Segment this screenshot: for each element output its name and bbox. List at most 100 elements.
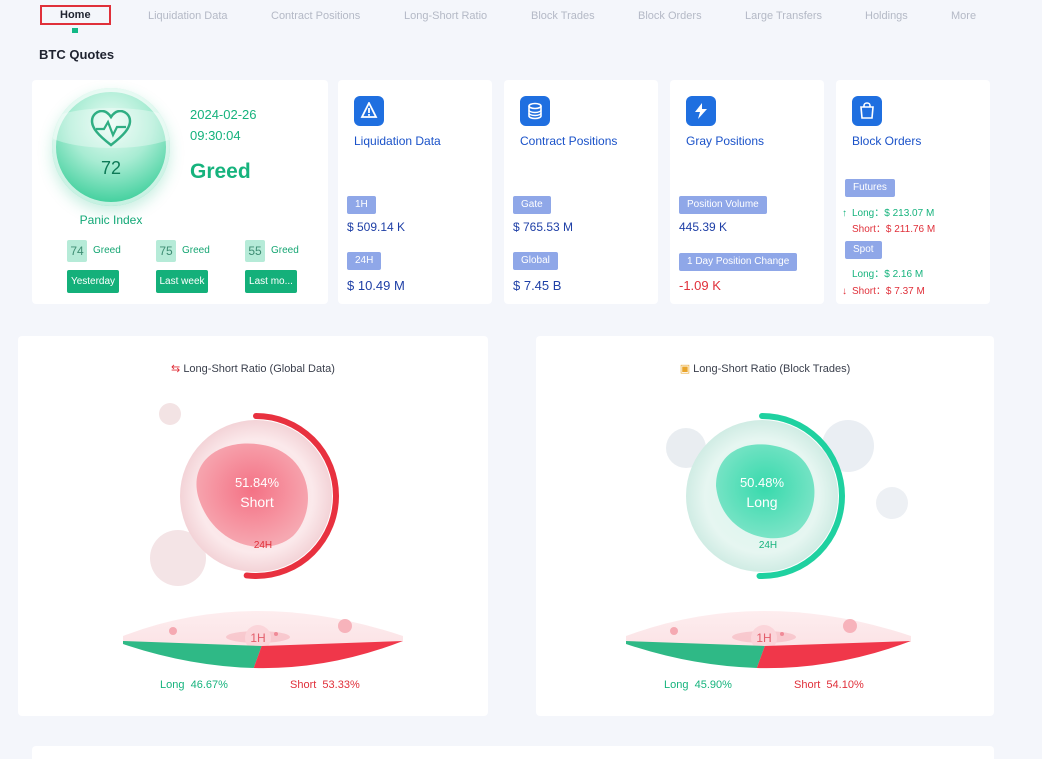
ratio-icon: ⇆ <box>171 363 181 375</box>
futures-long-value: $ 213.07 M <box>884 208 935 219</box>
ratio-block-period: 24H <box>758 540 778 551</box>
last-week-button[interactable]: Last week <box>156 270 208 293</box>
ratio-global-side: Short <box>240 494 274 510</box>
block-orders-card[interactable]: Block Orders Futures ↑ Long：$ 213.07 M Sh… <box>836 80 990 304</box>
next-section-card <box>32 746 994 759</box>
panic-index-gauge: 72 <box>52 88 170 206</box>
nav-contract-positions[interactable]: Contract Positions <box>271 10 361 22</box>
nav-block-trades[interactable]: Block Trades <box>531 10 595 22</box>
exchange-tag-gate: Gate <box>513 196 551 214</box>
card-title: Gray Positions <box>686 134 765 148</box>
ratio-block-short: Short 54.10% <box>794 679 864 691</box>
position-volume-tag: Position Volume <box>679 196 767 214</box>
short-share-bar <box>253 641 403 669</box>
ratio-global-graphic <box>123 403 403 669</box>
short-label: Short <box>794 679 821 691</box>
decor-bubble <box>876 487 908 519</box>
contract-positions-card[interactable]: Contract Positions Gate $ 765.53 M Globa… <box>504 80 658 304</box>
period-tag-24h: 24H <box>347 252 382 270</box>
nav-more[interactable]: More <box>951 10 977 22</box>
ratio-global-percent: 51.84% <box>234 475 280 490</box>
decor-bubble <box>159 403 181 425</box>
yesterday-button[interactable]: Yesterday <box>67 270 119 293</box>
section-title: BTC Quotes <box>39 47 115 62</box>
arrow-down-icon: ↓ <box>842 286 847 297</box>
top-nav: Home Liquidation Data Contract Positions… <box>0 0 1042 34</box>
card-title: Contract Positions <box>520 134 618 148</box>
short-value: 53.33% <box>322 679 360 691</box>
card-title: Block Orders <box>852 134 922 148</box>
history-value: 74 <box>67 240 87 262</box>
nav-large-transfers[interactable]: Large Transfers <box>745 10 823 22</box>
decor-bubble <box>666 428 706 468</box>
history-yesterday: 74 Greed Yesterday <box>67 240 147 293</box>
futures-tag: Futures <box>845 179 895 197</box>
ratio-block-long: Long 45.90% <box>664 679 732 691</box>
liquidation-1h-value: $ 509.14 K <box>347 220 406 234</box>
ratio-block-title: Long-Short Ratio (Block Trades) <box>693 363 851 375</box>
arrow-up-icon: ↑ <box>842 208 847 219</box>
one-hour-label: 1H <box>756 631 772 645</box>
futures-long-label: Long： <box>852 208 885 219</box>
history-state: Greed <box>271 245 299 257</box>
ratio-progress-ring <box>679 413 845 579</box>
spot-short-label: Short： <box>852 286 886 297</box>
long-label: Long <box>664 679 689 691</box>
spot-long-value: $ 2.16 M <box>884 269 924 280</box>
nav-block-orders[interactable]: Block Orders <box>638 10 702 22</box>
ratio-blob <box>196 443 308 547</box>
ratio-blob <box>716 444 815 539</box>
decor-bubble <box>780 632 784 636</box>
long-short-ratio-block-panel: ▣ Long-Short Ratio (Block Trades) 50.48%… <box>536 336 994 716</box>
history-state: Greed <box>182 245 210 257</box>
nav-liquidation-data[interactable]: Liquidation Data <box>148 10 228 22</box>
ratio-progress-ring <box>173 413 339 579</box>
block-orders-icon <box>852 96 882 126</box>
ratio-global-short: Short 53.33% <box>290 679 360 691</box>
long-value: 46.67% <box>190 679 228 691</box>
short-share-bar <box>756 641 911 669</box>
nav-holdings[interactable]: Holdings <box>865 10 908 22</box>
history-last-week: 75 Greed Last week <box>156 240 236 293</box>
liquidation-card[interactable]: Liquidation Data 1H $ 509.14 K 24H $ 10.… <box>338 80 492 304</box>
sentiment-state: Greed <box>190 160 251 183</box>
global-positions-value: $ 7.45 B <box>513 278 562 293</box>
one-hour-dot <box>751 625 777 651</box>
quote-date: 2024-02-26 <box>190 107 257 122</box>
history-value: 75 <box>156 240 176 262</box>
gate-positions-value: $ 765.53 M <box>513 220 574 234</box>
last-month-button[interactable]: Last mo... <box>245 270 297 293</box>
spot-tag: Spot <box>845 241 882 259</box>
ratio-global-title-row: ⇆ Long-Short Ratio (Global Data) <box>18 362 488 375</box>
decor-bubble <box>274 632 278 636</box>
gray-positions-card[interactable]: Gray Positions Position Volume 445.39 K … <box>670 80 824 304</box>
position-change-tag: 1 Day Position Change <box>679 253 798 271</box>
coins-stack-icon <box>520 96 550 126</box>
nav-long-short-ratio[interactable]: Long-Short Ratio <box>404 10 488 22</box>
quote-time: 09:30:04 <box>190 128 241 143</box>
futures-short-value: $ 211.76 M <box>885 224 936 235</box>
position-change-value: -1.09 K <box>679 278 721 293</box>
ratio-block-percent: 50.48% <box>739 475 785 490</box>
nav-home[interactable]: Home <box>40 5 111 25</box>
card-title: Liquidation Data <box>354 134 441 148</box>
liquidation-icon <box>354 96 384 126</box>
futures-long-row: ↑ Long：$ 213.07 M <box>842 204 934 219</box>
ratio-block-graphic <box>626 413 911 669</box>
short-value: 54.10% <box>826 679 864 691</box>
long-short-ratio-global-panel: ⇆ Long-Short Ratio (Global Data) 51.84% … <box>18 336 488 716</box>
long-share-bar <box>626 641 765 668</box>
panic-index-card: 72 Panic Index 2024-02-26 09:30:04 Greed… <box>32 80 328 304</box>
spot-long-row: Long：$ 2.16 M <box>842 265 923 280</box>
gray-logo-icon <box>686 96 716 126</box>
long-share-bar <box>123 641 262 668</box>
heart-pulse-icon <box>90 110 132 147</box>
short-label: Short <box>290 679 317 691</box>
history-value: 55 <box>245 240 265 262</box>
decor-bubble <box>150 530 206 586</box>
block-trades-icon: ▣ <box>679 363 691 375</box>
long-value: 45.90% <box>694 679 732 691</box>
history-state: Greed <box>93 245 121 257</box>
spot-long-label: Long： <box>852 269 885 280</box>
futures-short-row: Short：$ 211.76 M <box>842 220 935 235</box>
